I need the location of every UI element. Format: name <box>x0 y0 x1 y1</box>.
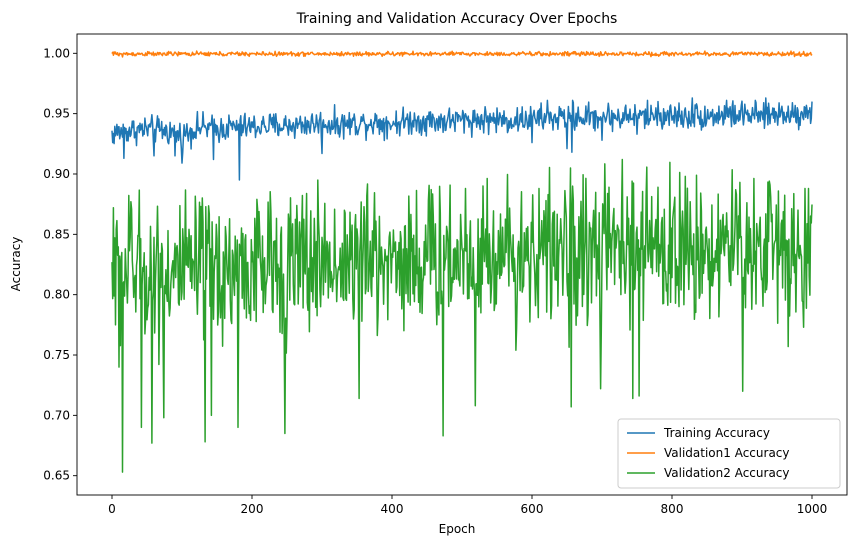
y-tick-label: 0.90 <box>43 167 70 181</box>
x-tick-label: 800 <box>661 502 684 516</box>
series-line-3 <box>111 158 813 473</box>
y-tick-label: 0.95 <box>43 107 70 121</box>
y-tick-label: 0.75 <box>43 348 70 362</box>
y-axis-title: Accuracy <box>9 237 23 292</box>
y-tick-label: 0.65 <box>43 469 70 483</box>
y-axis: 0.65 0.70 0.75 0.80 0.85 0.90 0.95 1.00 <box>43 46 77 483</box>
x-tick-label: 1000 <box>797 502 828 516</box>
legend-label: Validation1 Accuracy <box>664 446 790 460</box>
chart-title: Training and Validation Accuracy Over Ep… <box>296 11 618 27</box>
y-tick-label: 1.00 <box>43 46 70 60</box>
series-layer <box>111 50 813 473</box>
series-line-1 <box>111 97 813 181</box>
legend: Training Accuracy Validation1 Accuracy Val… <box>617 418 841 489</box>
y-tick-label: 0.70 <box>43 408 70 422</box>
legend-box <box>617 418 841 489</box>
legend-label: Training Accuracy <box>663 426 770 440</box>
axes-frame <box>76 33 848 496</box>
x-tick-label: 0 <box>108 502 116 516</box>
plot-area <box>76 33 848 496</box>
x-tick-label: 200 <box>241 502 264 516</box>
x-axis-title: Epoch <box>439 522 476 536</box>
y-tick-label: 0.85 <box>43 227 70 241</box>
y-tick-label: 0.80 <box>43 288 70 302</box>
x-tick-label: 600 <box>521 502 544 516</box>
legend-label: Validation2 Accuracy <box>664 466 790 480</box>
series-line-2 <box>111 50 813 58</box>
x-tick-label: 400 <box>381 502 404 516</box>
x-axis: 0 200 400 600 800 1000 <box>108 495 827 516</box>
